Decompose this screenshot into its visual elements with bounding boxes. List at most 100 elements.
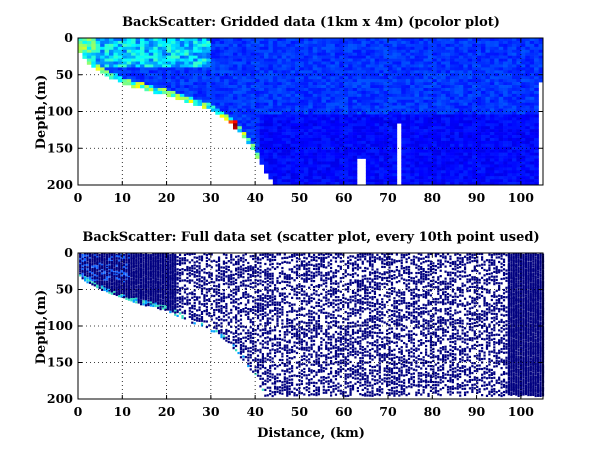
heatmap-cell	[321, 87, 327, 92]
heatmap-cell	[308, 161, 314, 165]
heatmap-cell	[241, 96, 247, 101]
heatmap-cell	[352, 135, 358, 139]
heatmap-cell	[476, 155, 482, 159]
heatmap-cell	[272, 182, 278, 186]
heatmap-cell	[206, 85, 212, 89]
heatmap-cell	[396, 49, 402, 53]
scatter-point	[157, 304, 160, 307]
heatmap-cell	[467, 38, 473, 42]
heatmap-cell	[383, 170, 389, 174]
heatmap-cell	[401, 114, 407, 118]
heatmap-cell	[388, 49, 393, 53]
heatmap-cell	[392, 85, 398, 89]
heatmap-cell	[414, 70, 420, 74]
heatmap-cell	[498, 149, 504, 153]
scatter-point	[164, 273, 167, 276]
heatmap-cell	[259, 149, 265, 153]
scatter-point	[159, 254, 162, 258]
heatmap-cell	[330, 182, 336, 186]
heatmap-cell	[135, 49, 141, 53]
heatmap-cell	[516, 82, 522, 86]
heatmap-cell	[339, 155, 345, 159]
heatmap-cell	[423, 155, 429, 159]
scatter-point	[93, 279, 96, 282]
heatmap-cell	[246, 105, 252, 109]
heatmap-cell	[184, 64, 190, 68]
heatmap-cell	[525, 123, 531, 127]
heatmap-cell	[206, 52, 212, 56]
heatmap-cell	[228, 49, 234, 53]
heatmap-cell	[396, 82, 402, 86]
heatmap-cell	[525, 146, 531, 151]
heatmap-cell	[272, 90, 278, 95]
heatmap-cell	[290, 105, 296, 109]
heatmap-cell	[538, 55, 544, 59]
heatmap-cell	[113, 70, 119, 74]
heatmap-cell	[95, 40, 101, 45]
heatmap-cell	[441, 55, 446, 59]
heatmap-cell	[365, 182, 371, 186]
heatmap-cell	[215, 70, 221, 74]
scatter-point	[142, 263, 145, 267]
heatmap-cell	[450, 40, 455, 45]
heatmap-cell	[458, 164, 464, 168]
heatmap-cell	[352, 61, 358, 65]
heatmap-cell	[472, 111, 477, 115]
heatmap-cell	[206, 82, 212, 86]
heatmap-cell	[534, 152, 539, 156]
heatmap-cell	[148, 76, 154, 80]
scatter-point	[166, 268, 169, 272]
heatmap-cell	[326, 55, 331, 59]
heatmap-cell	[126, 40, 132, 45]
heatmap-cell	[379, 96, 384, 101]
scatter-point	[149, 264, 152, 268]
heatmap-cell	[122, 79, 128, 83]
heatmap-cell	[436, 143, 442, 148]
heatmap-cell	[419, 67, 424, 71]
scatter-point	[86, 277, 89, 280]
scatter-point	[79, 266, 82, 269]
heatmap-cell	[498, 79, 504, 83]
scatter-point	[96, 269, 99, 272]
heatmap-cell	[503, 152, 508, 156]
heatmap-cell	[357, 140, 362, 145]
heatmap-cell	[538, 43, 544, 48]
heatmap-cell	[392, 61, 398, 65]
heatmap-cell	[210, 43, 216, 48]
scatter-point	[122, 255, 126, 258]
heatmap-cell	[286, 137, 291, 142]
heatmap-cell	[454, 117, 460, 121]
scatter-point	[164, 280, 167, 283]
heatmap-cell	[516, 105, 522, 109]
heatmap-cell	[512, 129, 517, 133]
heatmap-cell	[383, 79, 389, 83]
scatter-point	[81, 271, 84, 274]
heatmap-cell	[148, 49, 154, 53]
heatmap-cell	[326, 132, 331, 136]
heatmap-cell	[516, 55, 522, 59]
heatmap-cell	[312, 117, 318, 121]
heatmap-cell	[326, 146, 331, 151]
heatmap-cell	[410, 135, 415, 139]
heatmap-cell	[295, 126, 300, 130]
heatmap-cell	[370, 90, 376, 95]
scatter-point	[140, 293, 143, 296]
scatter-point	[93, 266, 96, 269]
heatmap-cell	[126, 76, 132, 80]
heatmap-cell	[538, 76, 544, 80]
heatmap-cell	[365, 117, 371, 121]
heatmap-cell	[215, 105, 221, 109]
heatmap-cell	[312, 87, 318, 92]
heatmap-cell	[365, 70, 371, 74]
heatmap-cell	[334, 123, 340, 127]
top-plot-ylabel: Depth,(m)	[34, 75, 49, 150]
heatmap-cell	[357, 43, 362, 48]
heatmap-cell	[184, 61, 190, 65]
heatmap-cell	[286, 132, 291, 136]
scatter-point	[98, 268, 101, 271]
heatmap-cell	[388, 155, 393, 159]
heatmap-cell	[268, 155, 274, 159]
scatter-point	[135, 293, 138, 296]
heatmap-cell	[445, 82, 451, 86]
heatmap-cell	[224, 111, 229, 115]
